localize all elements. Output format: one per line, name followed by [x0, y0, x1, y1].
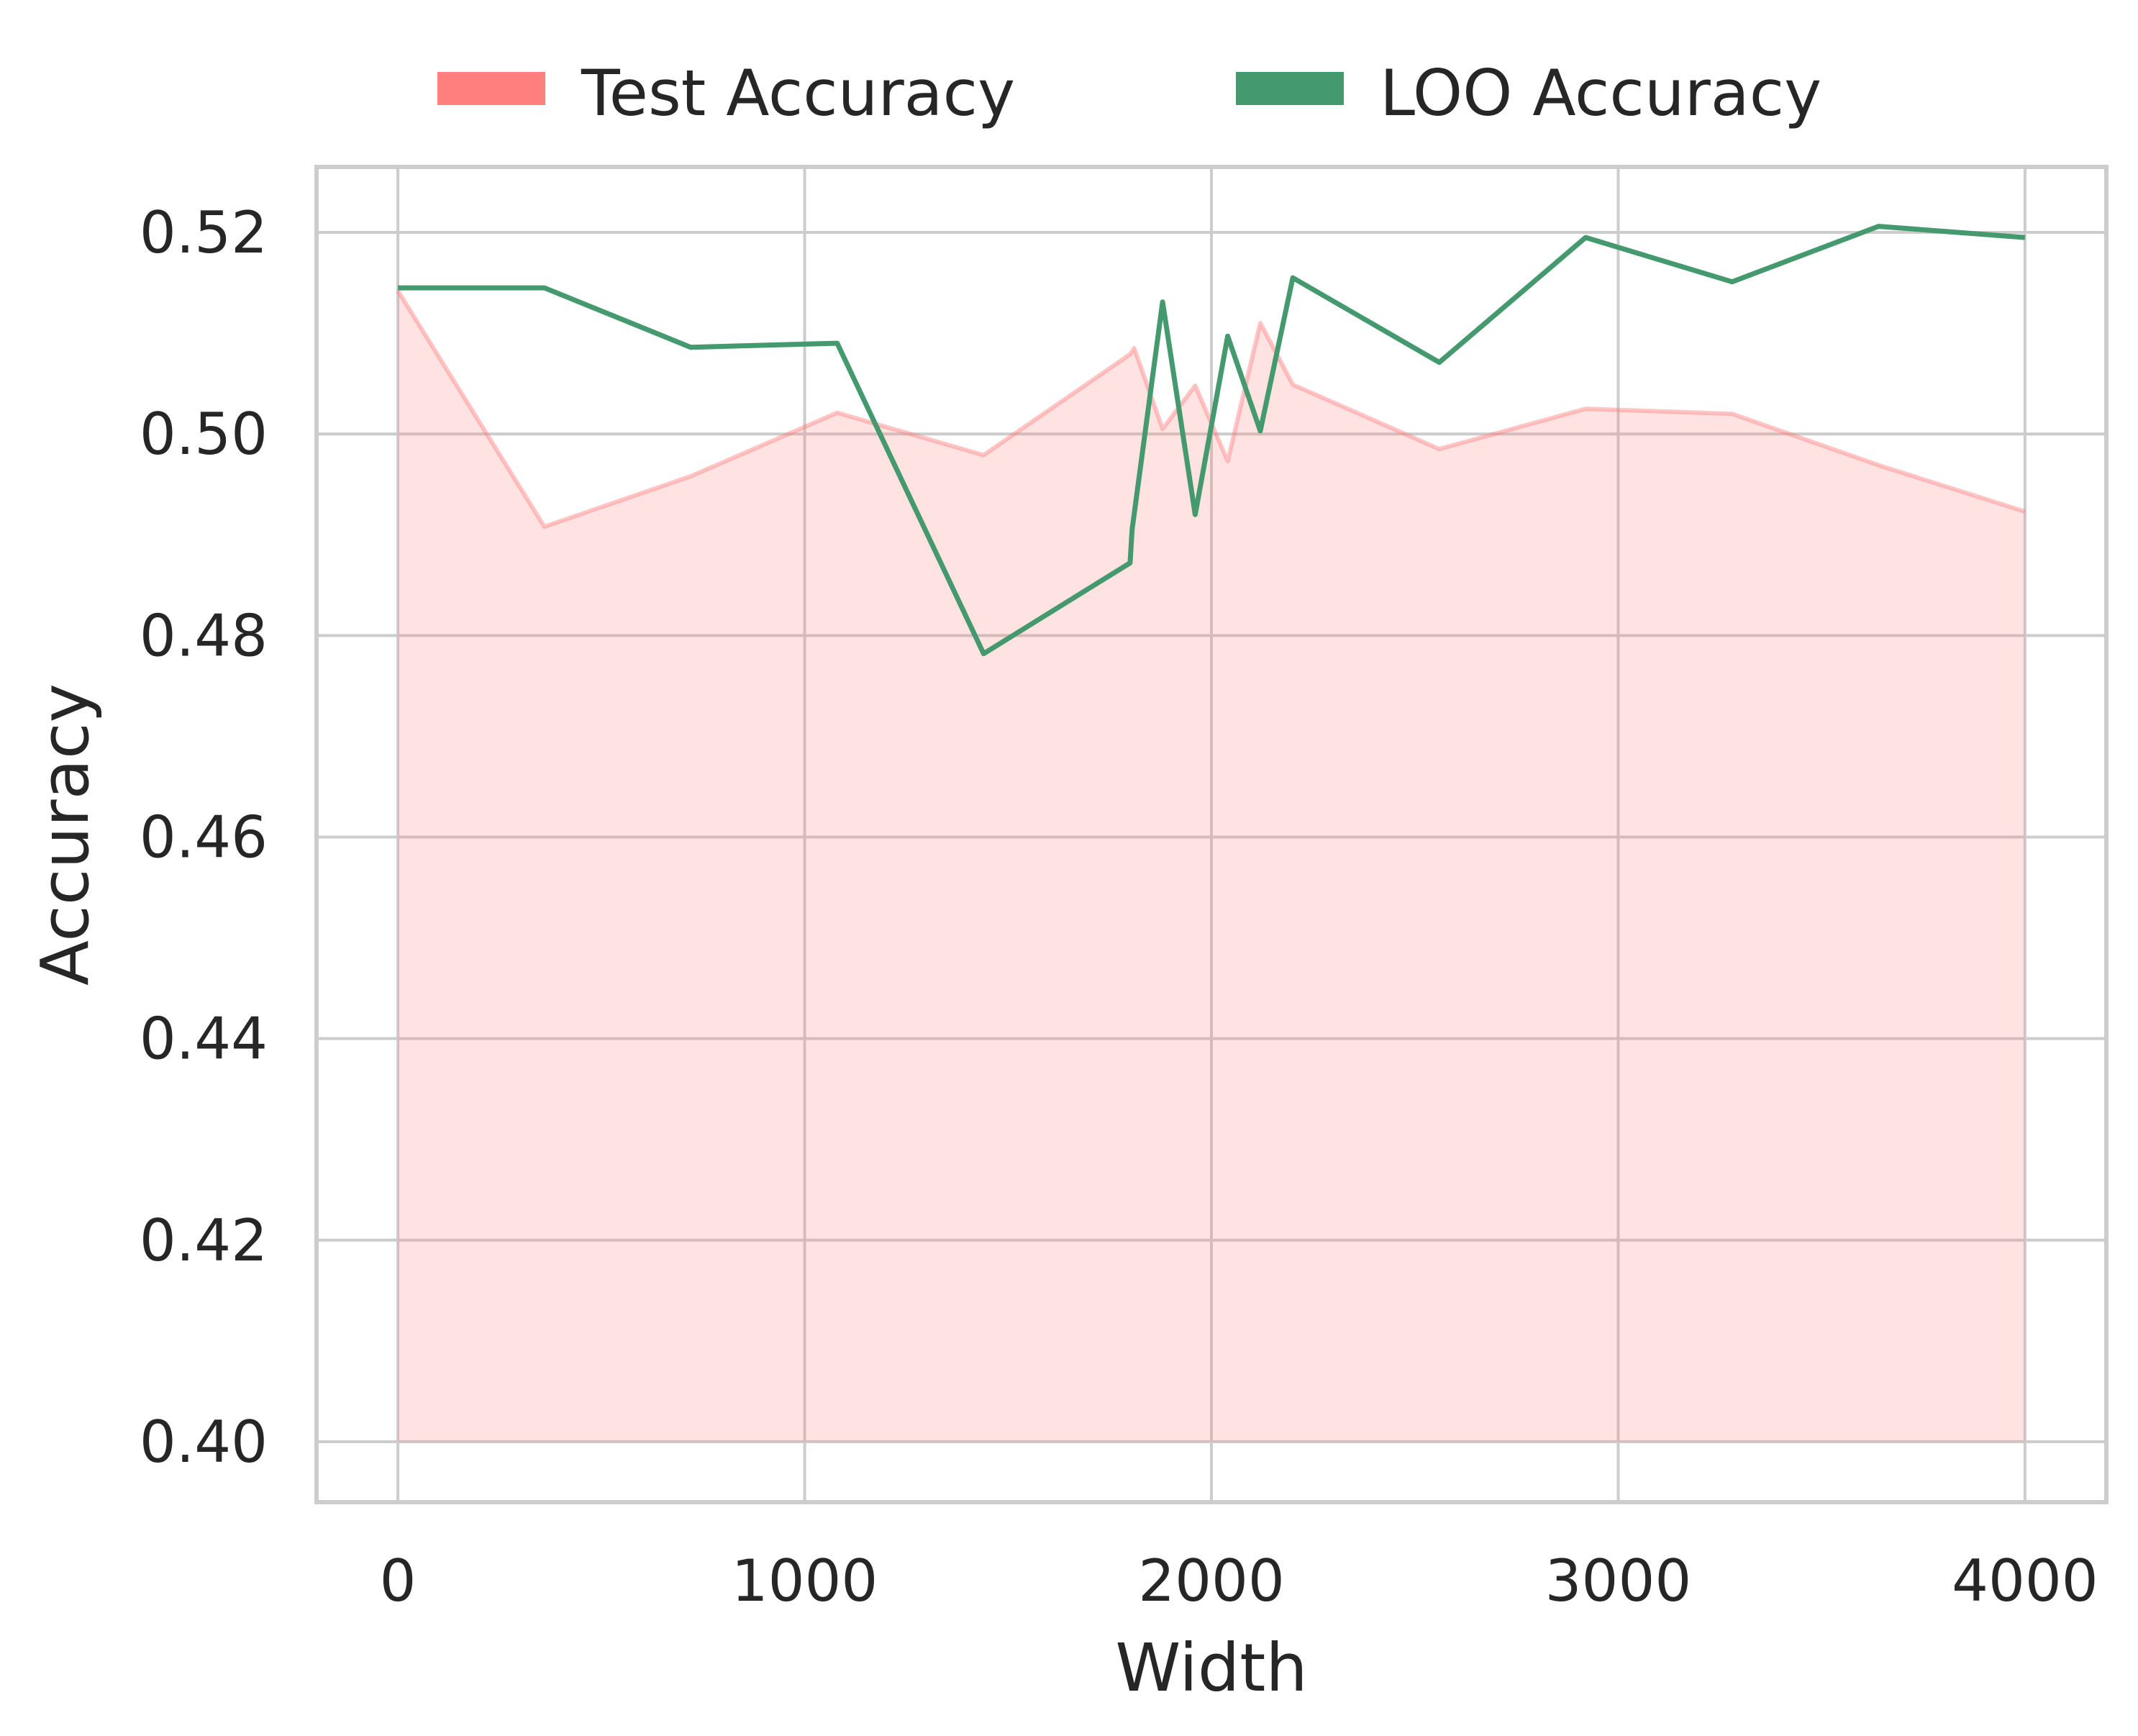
x-tick-label: 3000 — [1545, 1548, 1692, 1614]
legend: Test Accuracy LOO Accuracy — [437, 56, 1821, 130]
axes-frame — [314, 165, 2109, 1504]
legend-label-test-accuracy: Test Accuracy — [581, 56, 1015, 130]
x-tick-label: 1000 — [732, 1548, 878, 1614]
y-tick-label: 0.42 — [140, 1207, 268, 1274]
x-tick-label: 2000 — [1138, 1548, 1285, 1614]
y-axis-title: Accuracy — [27, 683, 104, 986]
x-axis-title: Width — [1115, 1630, 1307, 1707]
x-tick-label: 0 — [380, 1548, 417, 1614]
y-tick-label: 0.40 — [140, 1409, 268, 1476]
y-tick-label: 0.52 — [140, 199, 268, 266]
line-test-accuracy — [396, 289, 2026, 530]
y-tick-label: 0.48 — [140, 602, 268, 669]
x-tick-labels: 0 1000 2000 3000 4000 — [380, 1548, 2098, 1614]
legend-swatch-test-accuracy — [437, 72, 545, 105]
x-tick-label: 4000 — [1952, 1548, 2098, 1614]
y-tick-label: 0.46 — [140, 804, 268, 871]
area-fill-test-accuracy — [398, 291, 2025, 1442]
line-loo-accuracy — [398, 224, 2026, 657]
y-tick-label: 0.44 — [140, 1006, 268, 1073]
y-tick-label: 0.50 — [140, 401, 268, 468]
y-tick-labels: 0.40 0.42 0.44 0.46 0.48 0.50 0.52 — [140, 199, 268, 1476]
grid — [317, 167, 2106, 1502]
legend-label-loo-accuracy: LOO Accuracy — [1380, 56, 1821, 130]
legend-swatch-loo-accuracy — [1236, 72, 1344, 105]
plot-line-layer — [396, 224, 2026, 657]
plot-area-layer — [398, 291, 2025, 1442]
